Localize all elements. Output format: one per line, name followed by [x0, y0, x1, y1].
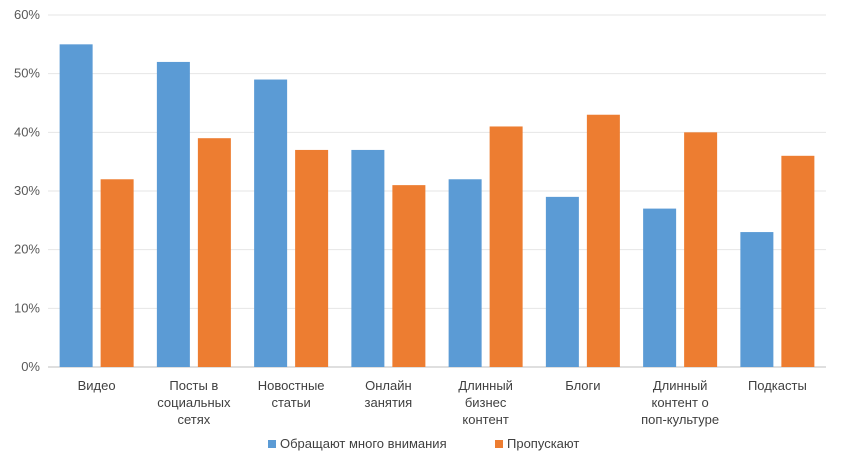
bar — [740, 232, 774, 367]
legend-swatch — [495, 440, 503, 448]
bars — [59, 44, 815, 368]
x-axis: Видео Посты в социальных сетях Новостные стат… — [78, 378, 807, 427]
bar — [489, 126, 523, 367]
y-tick-label: 40% — [14, 124, 40, 139]
legend: Обращают много внимания Пропускают — [268, 436, 579, 451]
bar — [448, 179, 482, 367]
y-tick-label: 50% — [14, 66, 40, 81]
bar — [100, 179, 134, 367]
y-tick-label: 20% — [14, 242, 40, 257]
bar — [392, 185, 426, 367]
y-tick-label: 10% — [14, 300, 40, 315]
bar — [545, 196, 579, 367]
y-tick-label: 60% — [14, 7, 40, 22]
bar — [59, 44, 93, 367]
bar — [197, 138, 231, 367]
category-label: Онлайн занятия — [365, 378, 413, 410]
legend-label: Обращают много внимания — [280, 436, 447, 451]
bar — [254, 79, 288, 368]
category-label: Подкасты — [748, 378, 807, 393]
bar — [156, 61, 190, 367]
legend-swatch — [268, 440, 276, 448]
category-label: Новостные статьи — [258, 378, 325, 410]
legend-label: Пропускают — [507, 436, 579, 451]
bar — [586, 114, 620, 367]
category-label: Длинный бизнес контент — [458, 378, 513, 427]
category-label: Посты в социальных сетях — [157, 378, 231, 427]
y-axis: 0% 10% 20% 30% 40% 50% 60% — [14, 7, 40, 374]
category-label: Блоги — [565, 378, 600, 393]
category-label: Видео — [78, 378, 116, 393]
y-tick-label: 30% — [14, 183, 40, 198]
category-label: Длинный контент о поп-культуре — [641, 378, 719, 427]
bar — [351, 149, 385, 367]
bar — [781, 155, 815, 367]
y-tick-label: 0% — [21, 359, 40, 374]
bar — [295, 149, 329, 367]
bar — [684, 132, 718, 367]
bar — [643, 208, 677, 367]
